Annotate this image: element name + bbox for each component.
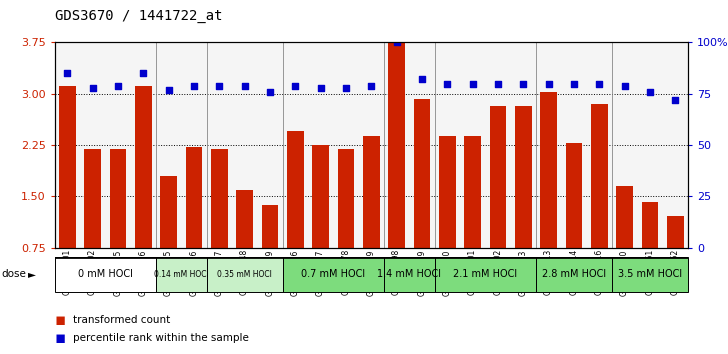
Point <box>239 83 250 88</box>
Bar <box>282 257 384 292</box>
Text: 0.14 mM HOCl: 0.14 mM HOCl <box>154 270 209 279</box>
Bar <box>363 136 379 248</box>
Bar <box>536 257 612 292</box>
Point <box>391 40 403 45</box>
Bar <box>160 176 177 248</box>
Bar <box>641 202 658 248</box>
Point <box>61 70 73 76</box>
Text: GDS3670 / 1441722_at: GDS3670 / 1441722_at <box>55 9 222 23</box>
Point <box>112 83 124 88</box>
Bar <box>237 190 253 248</box>
Bar <box>338 149 355 248</box>
Text: 0.7 mM HOCl: 0.7 mM HOCl <box>301 269 365 279</box>
Bar <box>617 186 633 248</box>
Text: 1.4 mM HOCl: 1.4 mM HOCl <box>377 269 441 279</box>
Point <box>365 83 377 88</box>
Point <box>568 81 579 86</box>
Bar <box>612 257 688 292</box>
Text: transformed count: transformed count <box>73 315 170 325</box>
Point <box>644 89 656 95</box>
Point <box>87 85 98 91</box>
Point <box>543 81 555 86</box>
Bar <box>566 143 582 248</box>
Bar <box>59 86 76 248</box>
Bar <box>55 257 156 292</box>
Bar <box>515 106 531 248</box>
Text: ▪: ▪ <box>55 329 66 347</box>
Bar <box>384 257 435 292</box>
Point <box>163 87 175 92</box>
Text: ►: ► <box>28 269 36 279</box>
Bar <box>540 92 557 248</box>
Text: 2.1 mM HOCl: 2.1 mM HOCl <box>454 269 518 279</box>
Point <box>467 81 478 86</box>
Bar <box>490 106 506 248</box>
Text: 0.35 mM HOCl: 0.35 mM HOCl <box>217 270 272 279</box>
Text: 2.8 mM HOCl: 2.8 mM HOCl <box>542 269 606 279</box>
Point <box>290 83 301 88</box>
Point <box>213 83 225 88</box>
Bar <box>261 205 278 248</box>
Point <box>619 83 630 88</box>
Point <box>314 85 326 91</box>
Bar <box>186 147 202 248</box>
Point <box>518 81 529 86</box>
Bar <box>287 131 304 248</box>
Bar <box>667 216 684 248</box>
Bar <box>135 86 151 248</box>
Text: dose: dose <box>1 269 26 279</box>
Bar <box>207 257 282 292</box>
Text: ▪: ▪ <box>55 312 66 329</box>
Point <box>138 70 149 76</box>
Bar <box>84 149 101 248</box>
Point <box>264 89 276 95</box>
Text: 3.5 mM HOCl: 3.5 mM HOCl <box>618 269 682 279</box>
Bar <box>156 257 207 292</box>
Point <box>593 81 605 86</box>
Point <box>492 81 504 86</box>
Text: percentile rank within the sample: percentile rank within the sample <box>73 333 249 343</box>
Point <box>441 81 453 86</box>
Point <box>416 76 428 82</box>
Point <box>340 85 352 91</box>
Bar <box>211 149 228 248</box>
Bar <box>414 99 430 248</box>
Text: 0 mM HOCl: 0 mM HOCl <box>78 269 132 279</box>
Bar <box>435 257 536 292</box>
Bar <box>591 104 608 248</box>
Bar <box>464 136 481 248</box>
Bar <box>312 145 329 248</box>
Point <box>188 83 199 88</box>
Bar <box>110 149 126 248</box>
Bar <box>388 42 405 248</box>
Bar <box>439 136 456 248</box>
Point <box>670 97 681 103</box>
